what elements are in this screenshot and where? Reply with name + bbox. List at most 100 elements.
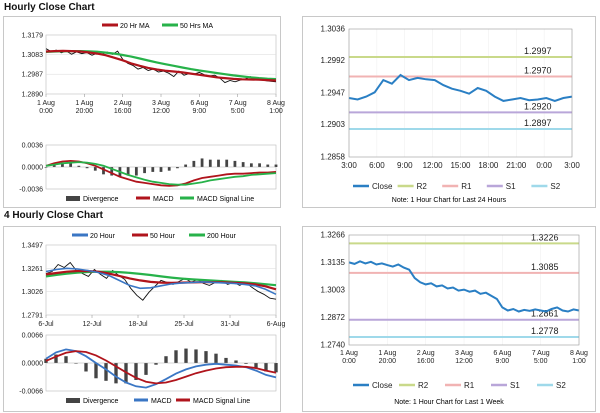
hourly-section-title: Hourly Close Chart: [4, 2, 95, 13]
four-hourly-right-legend-label: R2: [418, 381, 429, 390]
four-hourly-macd-divergence-bar: [234, 360, 238, 363]
hourly-price-xtick-date: 3 Aug: [152, 100, 170, 107]
four-hourly-right-xtick-time: 16:00: [417, 358, 435, 365]
four-hourly-macd-legend-signal: MACD Signal Line: [193, 398, 250, 405]
hourly-legend-ma20: 20 Hr MA: [120, 23, 150, 30]
hourly-macd-legend-signal: MACD Signal Line: [197, 196, 254, 203]
hourly-price-price-line: [45, 48, 277, 84]
hourly-right-ytick: 1.3036: [321, 25, 346, 34]
hourly-price-xtick-date: 1 Aug: [37, 100, 55, 107]
hourly-macd-divergence-bar: [143, 167, 146, 174]
four-hourly-macd-divergence-bar: [154, 363, 158, 365]
four-hourly-right-level-r1-label: 1.3085: [531, 262, 559, 272]
hourly-right-xtick-label: 6:00: [369, 161, 385, 170]
four-hourly-right-legend-label: S2: [556, 381, 566, 390]
hourly-macd-divergence-bar: [233, 160, 237, 167]
hourly-macd-divergence-bar: [200, 158, 204, 167]
four-hourly-price-ma20-line: [45, 267, 277, 296]
hourly-price-xtick-date: 7 Aug: [229, 100, 247, 107]
hourly-price-yticks: 1.3179 1.3083 1.2987 1.2890: [22, 33, 44, 99]
four-hourly-macd-divergence-bar: [214, 353, 218, 363]
hourly-macd-lines: [45, 159, 277, 187]
hourly-right-yticks: 1.3036 1.2992 1.2947 1.2903 1.2858: [321, 25, 346, 162]
hourly-right-xtick-label: 9:00: [397, 161, 413, 170]
hourly-macd-legend-macd: MACD: [153, 196, 174, 203]
four-hourly-section-title: 4 Hourly Close Chart: [4, 210, 103, 221]
four-hourly-macd-ytick: -0.0066: [19, 389, 43, 396]
four-hourly-macd-divergence-bar: [264, 363, 268, 372]
hourly-macd-divergence-bar: [208, 159, 212, 167]
four-hourly-right-note: Note: 1 Hour Chart for Last 1 Week: [394, 399, 504, 406]
four-hourly-right-xtick-time: 9:00: [496, 358, 510, 365]
hourly-macd-ytick: -0.0036: [19, 187, 43, 194]
four-hourly-macd-divergence-bar: [224, 357, 228, 363]
four-hourly-right-xtick-date: 8 Aug: [570, 350, 588, 357]
hourly-right-ytick: 1.2947: [321, 89, 346, 98]
four-hourly-right-xtick-date: 1 Aug: [340, 350, 358, 357]
four-hourly-macd-divergence-bar: [74, 363, 78, 364]
four-hourly-right-xtick-date: 3 Aug: [455, 350, 473, 357]
hourly-right-xtick-label: 15:00: [450, 161, 471, 170]
hourly-macd-divergence-bar: [110, 167, 114, 176]
hourly-macd-divergence-bar: [159, 167, 163, 172]
hourly-price-xtick-time: 9:00: [193, 108, 207, 115]
hourly-price-ytick: 1.3083: [22, 52, 44, 59]
hourly-macd-divergence-bar: [217, 159, 220, 167]
four-hourly-price-xtick-label: 25-Jul: [174, 321, 194, 328]
four-hourly-macd-divergence-bar: [164, 356, 168, 363]
hourly-price-plot-frame: [45, 34, 277, 95]
four-hourly-right-ytick: 1.2740: [321, 341, 346, 350]
four-hourly-right-plot-frame: [348, 234, 580, 346]
hourly-right-plot-frame: [348, 28, 573, 158]
four-hourly-right-legend-label: Close: [372, 381, 393, 390]
hourly-macd-divergence-bar: [176, 167, 179, 169]
four-hourly-right-ytick: 1.2872: [321, 313, 346, 322]
hourly-macd-signal-line: [45, 161, 277, 186]
four-hourly-right-panel: 1.3266 1.3135 1.3003 1.2872 1.2740 1.3226 1.3…: [302, 226, 596, 412]
hourly-right-legend-label: Close: [372, 182, 393, 191]
hourly-macd-legend-divergence: Divergence: [83, 196, 119, 203]
four-hourly-right-ytick: 1.3266: [321, 231, 346, 240]
hourly-macd-divergence-bar: [249, 163, 253, 167]
hourly-macd-yticks: 0.0036 0.0000 -0.0036: [19, 143, 43, 194]
hourly-right-level-s2-label: 1.2897: [524, 118, 552, 128]
hourly-right-level-r2-label: 1.2997: [524, 46, 552, 56]
four-hourly-right-close-path: [348, 260, 580, 313]
hourly-right-levels: 1.2997 1.2970 1.2920 1.2897: [349, 46, 572, 130]
four-hourly-macd-divergence-bar: [184, 348, 188, 363]
four-hourly-right-xtick-time: 20:00: [379, 358, 397, 365]
four-hourly-left-panel: 20 Hour 50 Hour 200 Hour 1.3497 1.3261 1.3…: [3, 226, 285, 412]
four-hourly-right-ytick: 1.3135: [321, 258, 346, 267]
four-hourly-price-lines: [45, 261, 277, 301]
four-hourly-left-svg: 20 Hour 50 Hour 200 Hour 1.34971.32611.3…: [19, 233, 285, 405]
hourly-right-level-r1-label: 1.2970: [524, 65, 552, 75]
four-hourly-macd-divergence-bar: [64, 356, 68, 363]
hourly-right-xtick-label: 12:00: [423, 161, 444, 170]
four-hourly-right-xtick-time: 12:00: [455, 358, 473, 365]
four-hourly-macd-divergence-bar: [114, 363, 118, 384]
four-hourly-right-level-s2-label: 1.2778: [531, 326, 559, 336]
hourly-macd-ytick: 0.0036: [22, 143, 44, 150]
hourly-right-xtick-label: 3:00: [341, 161, 357, 170]
hourly-macd-divergence-bar: [184, 164, 188, 167]
hourly-macd-divergence-bar: [126, 167, 130, 176]
hourly-macd-divergence-bar: [93, 167, 97, 171]
four-hourly-macd-divergence-bar: [84, 363, 88, 372]
hourly-right-ytick: 1.2992: [321, 56, 346, 65]
four-hourly-macd-divergence-bar: [274, 363, 278, 373]
hourly-price-ma50-line: [45, 50, 277, 81]
four-hourly-right-xtick-date: 7 Aug: [532, 350, 550, 357]
hourly-macd-divergence-bar: [225, 159, 229, 167]
hourly-right-legend-label: S1: [506, 182, 516, 191]
hourly-right-legend-label: S2: [550, 182, 560, 191]
hourly-right-xticks: 3:00 6:00 9:00 12:00 15:00 18:00 21:00 0:00 3:00: [341, 161, 580, 170]
hourly-right-legend: Close R2 R1 S1 S2: [353, 182, 561, 191]
four-hourly-price-ytick: 1.3261: [22, 266, 44, 273]
four-hourly-price-xtick-label: 6-Aug: [267, 321, 286, 328]
hourly-macd-divergence-bar: [274, 164, 278, 167]
four-hourly-legend-50: 50 Hour: [150, 233, 176, 240]
hourly-macd-divergence-bar: [192, 160, 196, 167]
four-hourly-price-ytick: 1.3026: [22, 289, 44, 296]
